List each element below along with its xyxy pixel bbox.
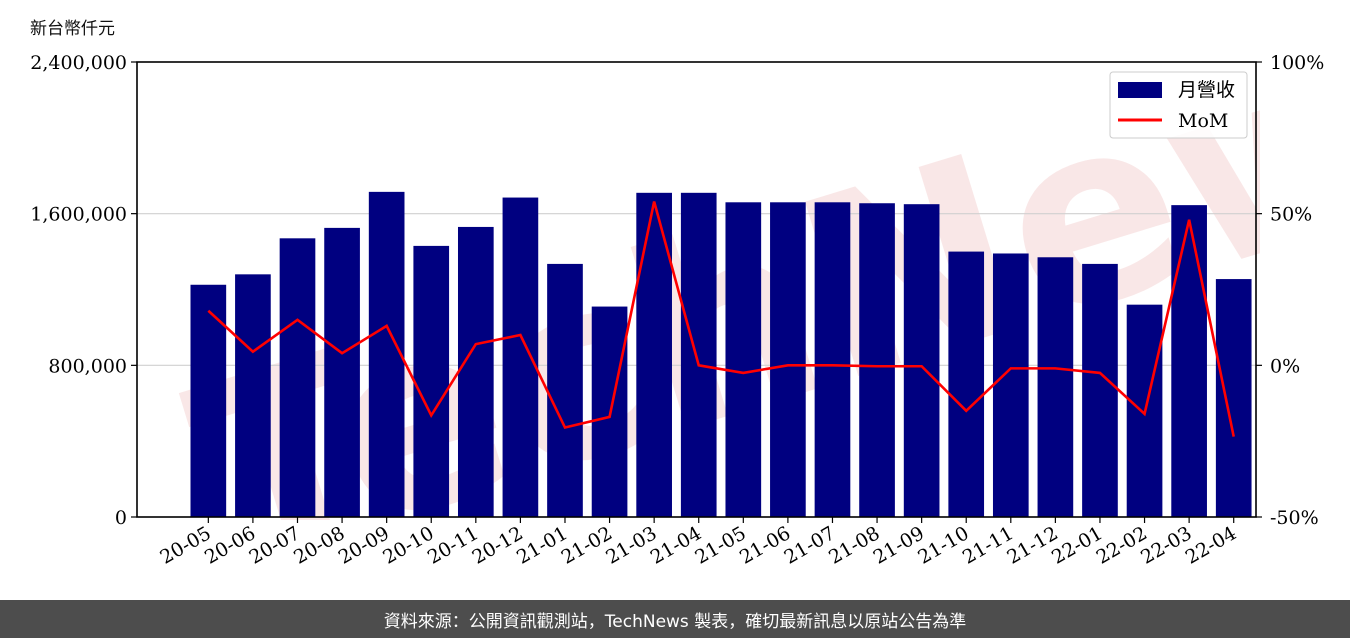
- x-tick-label: 21-06: [736, 522, 794, 568]
- bar-22-04: [1215, 279, 1252, 517]
- x-tick-label: 22-03: [1137, 522, 1195, 568]
- bar-21-12: [1037, 257, 1074, 517]
- x-tick-label: 21-01: [513, 522, 571, 568]
- bar-20-08: [324, 227, 360, 517]
- x-tick-label: 22-01: [1048, 522, 1106, 568]
- x-tick-label: 21-10: [914, 522, 972, 568]
- bar-21-06: [770, 202, 806, 517]
- bar-20-11: [457, 226, 494, 517]
- bar-20-06: [235, 274, 271, 517]
- legend-swatch-bar: [1118, 82, 1162, 98]
- chart-svg: 0 800,000 1,600,000 2,400,000 -50% 0% 50% 100% 2…: [30, 52, 1324, 569]
- y-right-tick-label: 50%: [1270, 204, 1312, 226]
- x-tick-label: 20-08: [290, 522, 348, 568]
- bar-21-04: [680, 192, 717, 517]
- x-tick-label: 21-08: [825, 522, 883, 568]
- x-tick-label: 21-03: [602, 522, 660, 568]
- y-right-tick-label: 0%: [1270, 355, 1300, 377]
- footer-source-note: 資料來源：公開資訊觀測站，TechNews 製表，確切最新訊息以原站公告為準: [0, 600, 1350, 638]
- bar-22-01: [1082, 263, 1118, 517]
- y-left-tick-label: 0: [115, 507, 127, 529]
- x-tick-label: 20-07: [246, 522, 304, 568]
- x-tick-label: 21-12: [1003, 522, 1061, 568]
- bar-21-11: [992, 253, 1029, 517]
- bar-21-08: [859, 203, 895, 518]
- legend-label-revenue: 月營收: [1178, 79, 1235, 101]
- bar-21-01: [547, 263, 583, 517]
- y-left-tick-label: 2,400,000: [30, 52, 127, 74]
- x-tick-label: 21-11: [959, 522, 1017, 568]
- bar-21-09: [903, 204, 940, 517]
- plot-frame: [136, 61, 1257, 518]
- y-right-tick-label: 100%: [1270, 52, 1324, 74]
- x-tick-label: 20-11: [424, 522, 482, 568]
- y-right-tick-label: -50%: [1270, 507, 1319, 529]
- bar-20-09: [368, 191, 405, 518]
- x-tick-label: 21-07: [781, 522, 839, 568]
- mom-line: [207, 201, 1235, 437]
- legend-label-mom: MoM: [1178, 110, 1228, 132]
- x-tick-label: 21-02: [558, 522, 616, 568]
- bar-20-10: [413, 245, 450, 518]
- x-tick-label: 21-04: [647, 522, 705, 568]
- bar-21-10: [948, 251, 985, 518]
- x-tick-label: 21-09: [870, 522, 928, 568]
- bar-20-12: [502, 197, 539, 518]
- y-left-tick-label: 800,000: [48, 355, 127, 377]
- x-tick-label: 20-06: [201, 522, 259, 568]
- bar-22-03: [1171, 205, 1207, 517]
- bar-20-07: [279, 238, 316, 517]
- x-tick-label: 22-02: [1093, 522, 1151, 568]
- y-left-tick-label: 1,600,000: [30, 204, 127, 226]
- bar-20-05: [190, 284, 227, 517]
- x-tick-label: 21-05: [691, 522, 749, 568]
- x-tick-label: 20-05: [156, 522, 214, 568]
- x-tick-label: 22-04: [1182, 522, 1240, 568]
- x-tick-label: 20-10: [379, 522, 437, 568]
- bar-21-03: [636, 192, 672, 517]
- bar-21-05: [725, 202, 762, 517]
- x-tick-label: 20-09: [335, 522, 393, 568]
- bar-21-07: [814, 202, 851, 517]
- chart-area: TechNews 0800,0001,600,0002,400,000-50%0…: [30, 19, 1324, 569]
- x-tick-label: 20-12: [468, 522, 526, 568]
- unit-label: 新台幣仟元: [30, 19, 115, 39]
